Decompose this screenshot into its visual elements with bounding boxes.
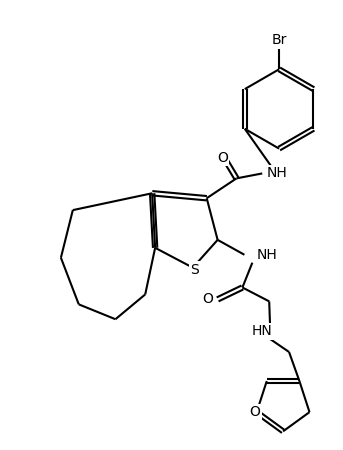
Text: Br: Br: [271, 32, 287, 46]
Text: NH: NH: [256, 248, 277, 262]
Text: S: S: [190, 263, 199, 277]
Text: O: O: [249, 405, 260, 419]
Text: O: O: [217, 151, 228, 165]
Text: NH: NH: [266, 166, 287, 180]
Text: HN: HN: [252, 324, 273, 338]
Text: O: O: [202, 292, 213, 306]
